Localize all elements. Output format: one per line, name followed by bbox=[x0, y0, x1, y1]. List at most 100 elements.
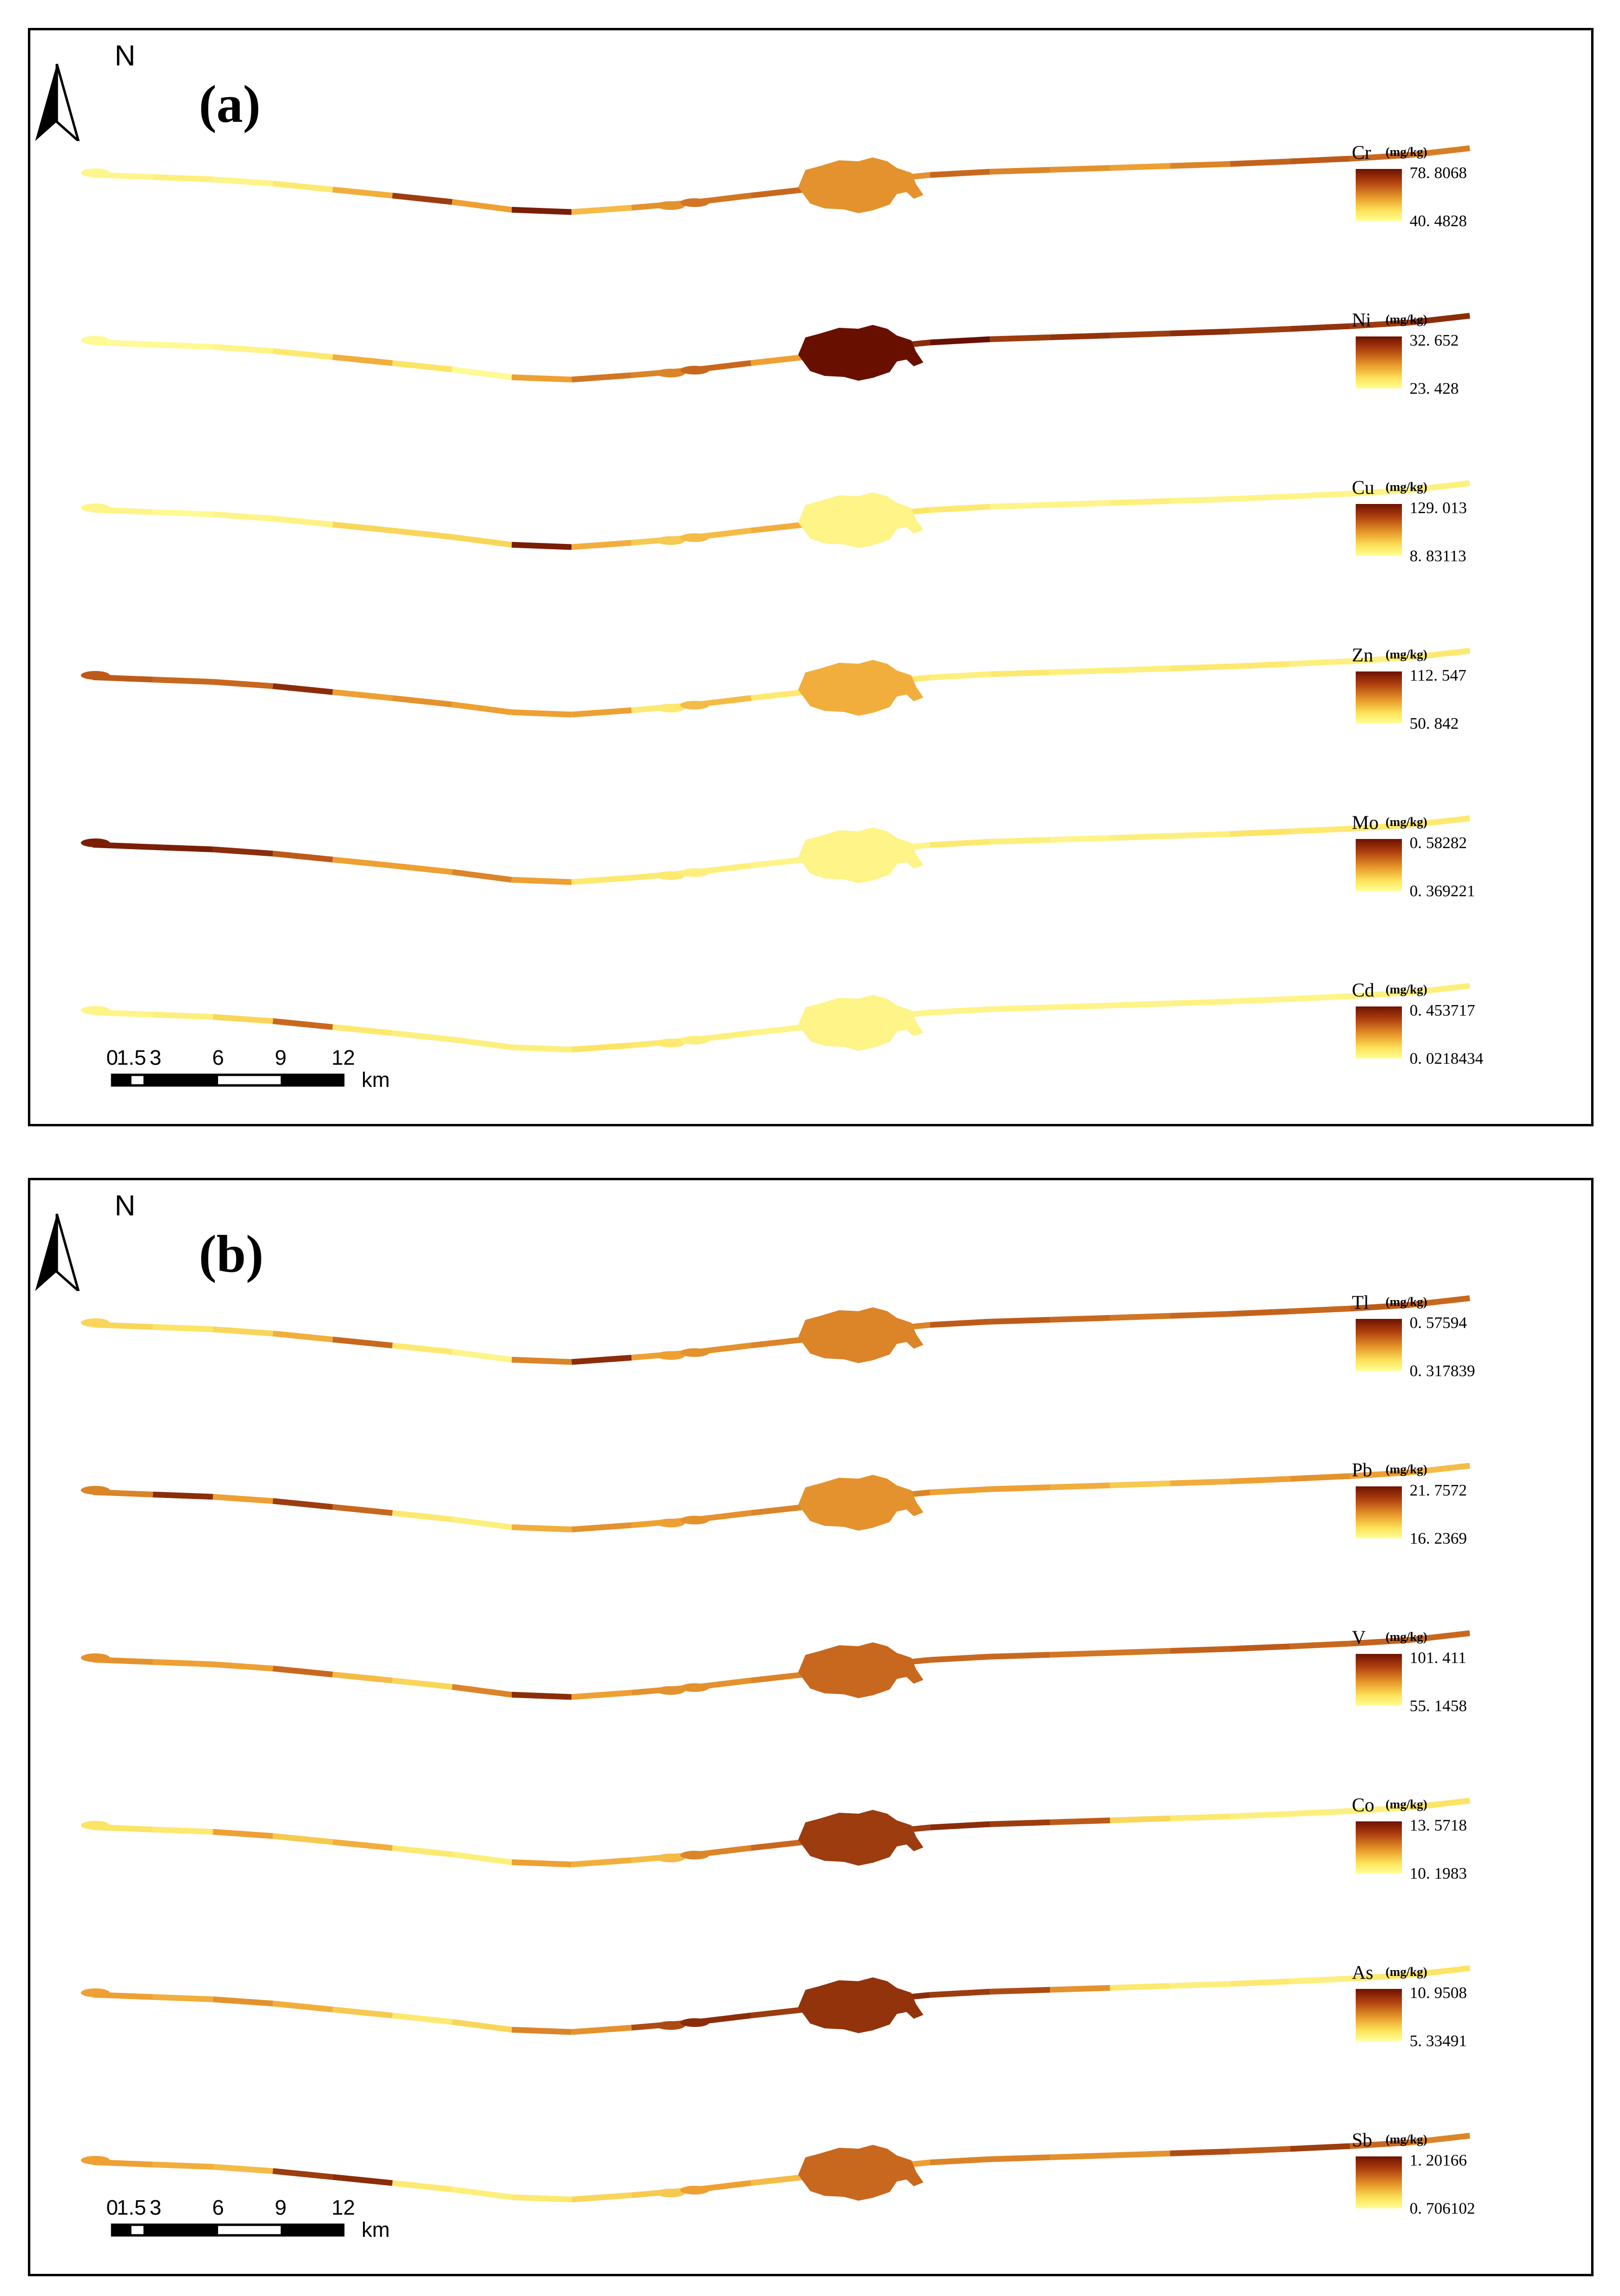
river-segment bbox=[930, 2156, 990, 2166]
river-blob bbox=[81, 838, 110, 847]
legend-color-ramp bbox=[1356, 1821, 1402, 1873]
legend-element: Zn bbox=[1352, 644, 1374, 666]
legend-unit: (mg/kg) bbox=[1386, 312, 1427, 326]
river-segment bbox=[1290, 155, 1350, 165]
legend-max: 0. 57594 bbox=[1410, 1314, 1467, 1332]
river-segment bbox=[571, 1857, 632, 1868]
river-segment bbox=[272, 2168, 333, 2180]
river-segment bbox=[392, 1030, 453, 1043]
river-segment bbox=[332, 2006, 393, 2019]
river-segment bbox=[1350, 1972, 1411, 1982]
river-segment bbox=[1170, 1646, 1231, 1654]
river-segment bbox=[571, 1522, 632, 1533]
river-segment bbox=[990, 669, 1050, 677]
legend-color-ramp bbox=[1356, 1989, 1402, 2041]
river-segment bbox=[153, 1826, 213, 1835]
map-tl bbox=[81, 1295, 1470, 1365]
scale-tick-label: 3 bbox=[149, 1046, 162, 1070]
river-segment bbox=[511, 1691, 572, 1700]
river-segment bbox=[272, 516, 333, 528]
scale-bar: 0 1.5 3 6 9 12 km bbox=[103, 2196, 390, 2244]
river-segment bbox=[1290, 323, 1350, 332]
north-arrow-icon bbox=[35, 1213, 80, 1291]
map-zn bbox=[81, 648, 1470, 718]
river-segment bbox=[272, 1833, 333, 1845]
river-blob bbox=[656, 2189, 685, 2197]
river-segment bbox=[990, 1316, 1050, 1325]
map-pb bbox=[81, 1463, 1470, 1533]
river-segment bbox=[212, 1829, 273, 1839]
river-segment bbox=[153, 1011, 213, 1020]
river-segment bbox=[1410, 648, 1470, 661]
lake-area bbox=[798, 157, 923, 213]
legend-v: V (mg/kg) 101. 411 55. 1458 bbox=[1352, 1626, 1525, 1732]
legend-pb: Pb (mg/kg) 21. 7572 16. 2369 bbox=[1352, 1458, 1525, 1564]
river-segment bbox=[1170, 831, 1231, 839]
river-segment bbox=[272, 1018, 333, 1030]
river-segment bbox=[1350, 320, 1411, 329]
river-segment bbox=[452, 1684, 512, 1698]
river-segment bbox=[1290, 1305, 1350, 1315]
legend-color-ramp bbox=[1356, 2156, 1402, 2208]
river-segment bbox=[1230, 493, 1291, 502]
river-blob bbox=[656, 1854, 685, 1862]
river-segment bbox=[1110, 1983, 1170, 1991]
river-segment bbox=[990, 334, 1050, 342]
legend-min: 40. 4828 bbox=[1410, 212, 1467, 230]
river-segment bbox=[1050, 1002, 1110, 1010]
river-segment bbox=[1050, 1315, 1110, 1323]
river-segment bbox=[511, 374, 572, 383]
river-blob bbox=[81, 168, 110, 177]
legend-cr: Cr (mg/kg) 78. 8068 40. 4828 bbox=[1352, 141, 1525, 247]
river-segment bbox=[511, 1044, 572, 1053]
river-blob bbox=[680, 1348, 709, 1357]
scale-tick-label: 6 bbox=[212, 1046, 224, 1070]
river-segment bbox=[452, 869, 512, 883]
river-segment bbox=[1290, 993, 1350, 1002]
river-segment bbox=[452, 1036, 512, 1050]
river-segment bbox=[212, 1661, 273, 1672]
river-blob bbox=[680, 1516, 709, 1524]
river-segment bbox=[930, 503, 990, 513]
river-segment bbox=[571, 1690, 632, 1700]
river-segment bbox=[153, 2161, 213, 2170]
river-segment bbox=[1230, 1643, 1291, 1652]
river-segment bbox=[452, 366, 512, 380]
legend-min: 50. 842 bbox=[1410, 715, 1459, 733]
scale-tick-label: 9 bbox=[274, 1046, 287, 1070]
river-blob bbox=[656, 1039, 685, 1047]
north-label: N bbox=[115, 39, 136, 72]
map-panel-b: N (b) Tl (mg/kg) 0. 57594 0. 317839 Pb (mg/kg… bbox=[28, 1178, 1594, 2276]
scale-unit: km bbox=[362, 2218, 390, 2242]
river-segment bbox=[332, 689, 393, 701]
river-blob bbox=[81, 2156, 110, 2165]
river-segment bbox=[1290, 658, 1350, 667]
legend-unit: (mg/kg) bbox=[1386, 2132, 1427, 2146]
river-segment bbox=[392, 1845, 453, 1857]
legend-max: 13. 5718 bbox=[1410, 1817, 1467, 1834]
legend-color-ramp bbox=[1356, 169, 1402, 221]
map-as bbox=[81, 1965, 1470, 2035]
river-segment bbox=[212, 176, 273, 187]
legend-element: Cd bbox=[1352, 979, 1374, 1001]
scale-unit: km bbox=[362, 1068, 390, 1092]
river-segment bbox=[332, 186, 393, 199]
river-blob bbox=[656, 704, 685, 712]
legend-max: 21. 7572 bbox=[1410, 1482, 1467, 1499]
river-segment bbox=[1410, 2133, 1470, 2146]
river-segment bbox=[1050, 1817, 1110, 1825]
legend-min: 10. 1983 bbox=[1410, 1865, 1467, 1883]
river-segment bbox=[153, 676, 213, 685]
legend-max: 0. 453717 bbox=[1410, 1002, 1475, 1019]
river-segment bbox=[1110, 1480, 1170, 1488]
river-segment bbox=[392, 360, 453, 373]
scale-tick-label: 1.5 bbox=[117, 2196, 146, 2219]
legend-color-ramp bbox=[1356, 1654, 1402, 1706]
legend-element: As bbox=[1352, 1961, 1374, 1983]
river-segment bbox=[392, 695, 453, 708]
river-segment bbox=[930, 1318, 990, 1328]
river-segment bbox=[1050, 1650, 1110, 1658]
river-blob bbox=[81, 1318, 110, 1327]
legend-min: 5. 33491 bbox=[1410, 2032, 1467, 2050]
river-segment bbox=[452, 2186, 512, 2200]
